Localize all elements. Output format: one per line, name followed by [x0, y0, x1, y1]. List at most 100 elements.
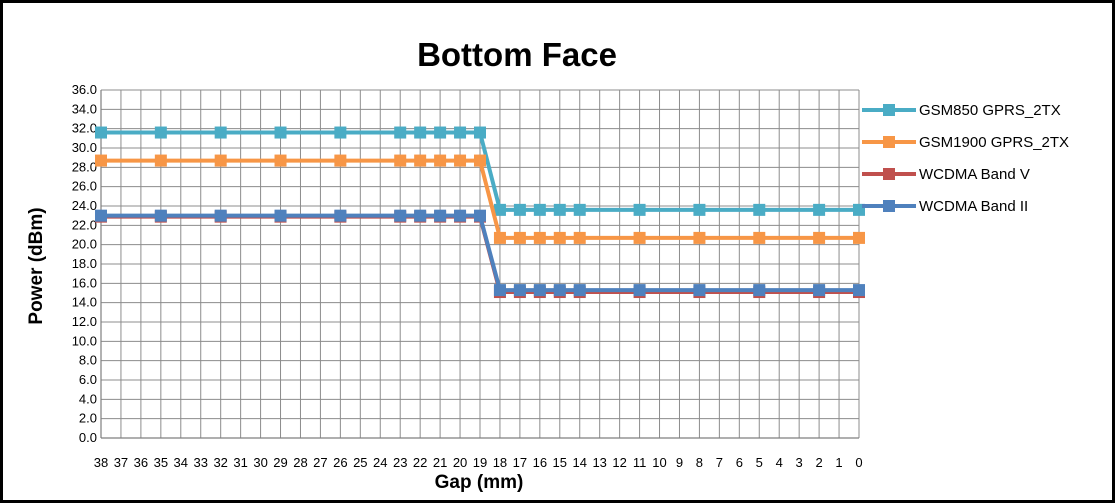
- y-tick-label: 28.0: [72, 159, 97, 174]
- y-tick-label: 16.0: [72, 275, 97, 290]
- y-tick-label: 2.0: [79, 411, 97, 426]
- x-tick-label: 9: [676, 455, 683, 470]
- y-tick-labels: 0.0 2.0 4.0 6.0 8.0 10.0 12.0 14.0 16.0 18.0 20.0 2…: [72, 82, 97, 445]
- x-tick-label: 29: [273, 455, 287, 470]
- data-point-marker: [633, 231, 646, 244]
- data-point-marker: [414, 209, 427, 222]
- data-point-marker: [753, 203, 766, 216]
- x-tick-label: 12: [612, 455, 626, 470]
- data-point-marker: [853, 231, 865, 244]
- data-point-marker: [693, 203, 706, 216]
- chart-title: Bottom Face: [417, 36, 617, 73]
- series-line: [101, 158, 859, 240]
- x-tick-label: 38: [94, 455, 108, 470]
- legend-entry: WCDMA Band II: [862, 198, 1028, 215]
- data-point-marker: [573, 284, 586, 297]
- data-point-marker: [474, 209, 486, 222]
- data-point-marker: [334, 154, 347, 167]
- data-point-marker: [533, 284, 546, 297]
- y-axis-title: Power (dBm): [26, 207, 47, 324]
- y-tick-label: 32.0: [72, 121, 97, 136]
- y-tick-label: 26.0: [72, 179, 97, 194]
- y-tick-label: 30.0: [72, 140, 97, 155]
- data-point-marker: [693, 284, 706, 297]
- data-point-marker: [434, 126, 447, 139]
- legend-marker: [883, 168, 895, 180]
- data-point-marker: [553, 284, 566, 297]
- data-point-marker: [274, 209, 287, 222]
- data-point-marker: [553, 203, 566, 216]
- data-point-marker: [493, 284, 506, 297]
- data-point-marker: [394, 126, 407, 139]
- series-line: [101, 213, 859, 293]
- legend-label: GSM1900 GPRS_2TX: [919, 134, 1069, 151]
- data-point-marker: [573, 231, 586, 244]
- x-tick-label: 33: [194, 455, 208, 470]
- data-point-marker: [274, 154, 287, 167]
- data-point-marker: [753, 231, 766, 244]
- series-2: [95, 154, 865, 244]
- x-tick-label: 14: [573, 455, 587, 470]
- data-point-marker: [95, 209, 107, 222]
- legend-label: WCDMA Band II: [919, 198, 1028, 215]
- x-tick-label: 1: [835, 455, 842, 470]
- y-tick-label: 22.0: [72, 217, 97, 232]
- x-tick-label: 32: [213, 455, 227, 470]
- x-tick-label: 30: [253, 455, 267, 470]
- x-tick-label: 31: [233, 455, 247, 470]
- y-tick-label: 12.0: [72, 314, 97, 329]
- legend: GSM850 GPRS_2TX GSM1900 GPRS_2TX WCDMA Ban…: [862, 102, 1069, 215]
- y-tick-label: 6.0: [79, 372, 97, 387]
- y-tick-label: 36.0: [72, 82, 97, 97]
- x-tick-label: 6: [736, 455, 743, 470]
- data-point-marker: [454, 209, 467, 222]
- data-point-marker: [214, 154, 227, 167]
- data-point-marker: [394, 209, 407, 222]
- x-tick-labels: 38 37 36 35 34 33 32 31 30 29 28 27 26 25 24 23 22 21 20 19…: [94, 455, 863, 470]
- data-point-marker: [633, 284, 646, 297]
- data-point-marker: [533, 203, 546, 216]
- data-point-marker: [154, 154, 167, 167]
- y-tick-label: 4.0: [79, 391, 97, 406]
- data-point-marker: [214, 126, 227, 139]
- data-point-marker: [533, 231, 546, 244]
- data-point-marker: [454, 154, 467, 167]
- x-tick-label: 25: [353, 455, 367, 470]
- x-tick-label: 34: [174, 455, 188, 470]
- legend-entry: GSM1900 GPRS_2TX: [862, 134, 1069, 151]
- data-point-marker: [95, 126, 107, 139]
- data-point-marker: [813, 284, 826, 297]
- legend-marker: [883, 136, 895, 148]
- x-tick-label: 16: [533, 455, 547, 470]
- data-point-marker: [493, 231, 506, 244]
- data-point-marker: [434, 209, 447, 222]
- data-point-marker: [414, 154, 427, 167]
- x-tick-label: 28: [293, 455, 307, 470]
- legend-entry: GSM850 GPRS_2TX: [862, 102, 1061, 119]
- gridlines: [100, 89, 860, 439]
- x-tick-label: 35: [154, 455, 168, 470]
- data-point-marker: [154, 209, 167, 222]
- legend-label: GSM850 GPRS_2TX: [919, 102, 1061, 119]
- data-point-marker: [633, 203, 646, 216]
- x-tick-label: 21: [433, 455, 447, 470]
- x-tick-label: 24: [373, 455, 387, 470]
- legend-entry: WCDMA Band V: [862, 166, 1030, 183]
- x-axis-title: Gap (mm): [435, 472, 524, 493]
- data-point-marker: [154, 126, 167, 139]
- y-tick-label: 10.0: [72, 333, 97, 348]
- y-tick-label: 24.0: [72, 198, 97, 213]
- series-lines: [95, 126, 865, 299]
- data-point-marker: [753, 284, 766, 297]
- y-tick-label: 34.0: [72, 101, 97, 116]
- y-tick-label: 20.0: [72, 237, 97, 252]
- x-tick-label: 2: [815, 455, 822, 470]
- x-tick-label: 20: [453, 455, 467, 470]
- x-tick-label: 22: [413, 455, 427, 470]
- data-point-marker: [274, 126, 287, 139]
- y-tick-label: 18.0: [72, 256, 97, 271]
- x-tick-label: 36: [134, 455, 148, 470]
- x-tick-label: 7: [716, 455, 723, 470]
- x-tick-label: 0: [855, 455, 862, 470]
